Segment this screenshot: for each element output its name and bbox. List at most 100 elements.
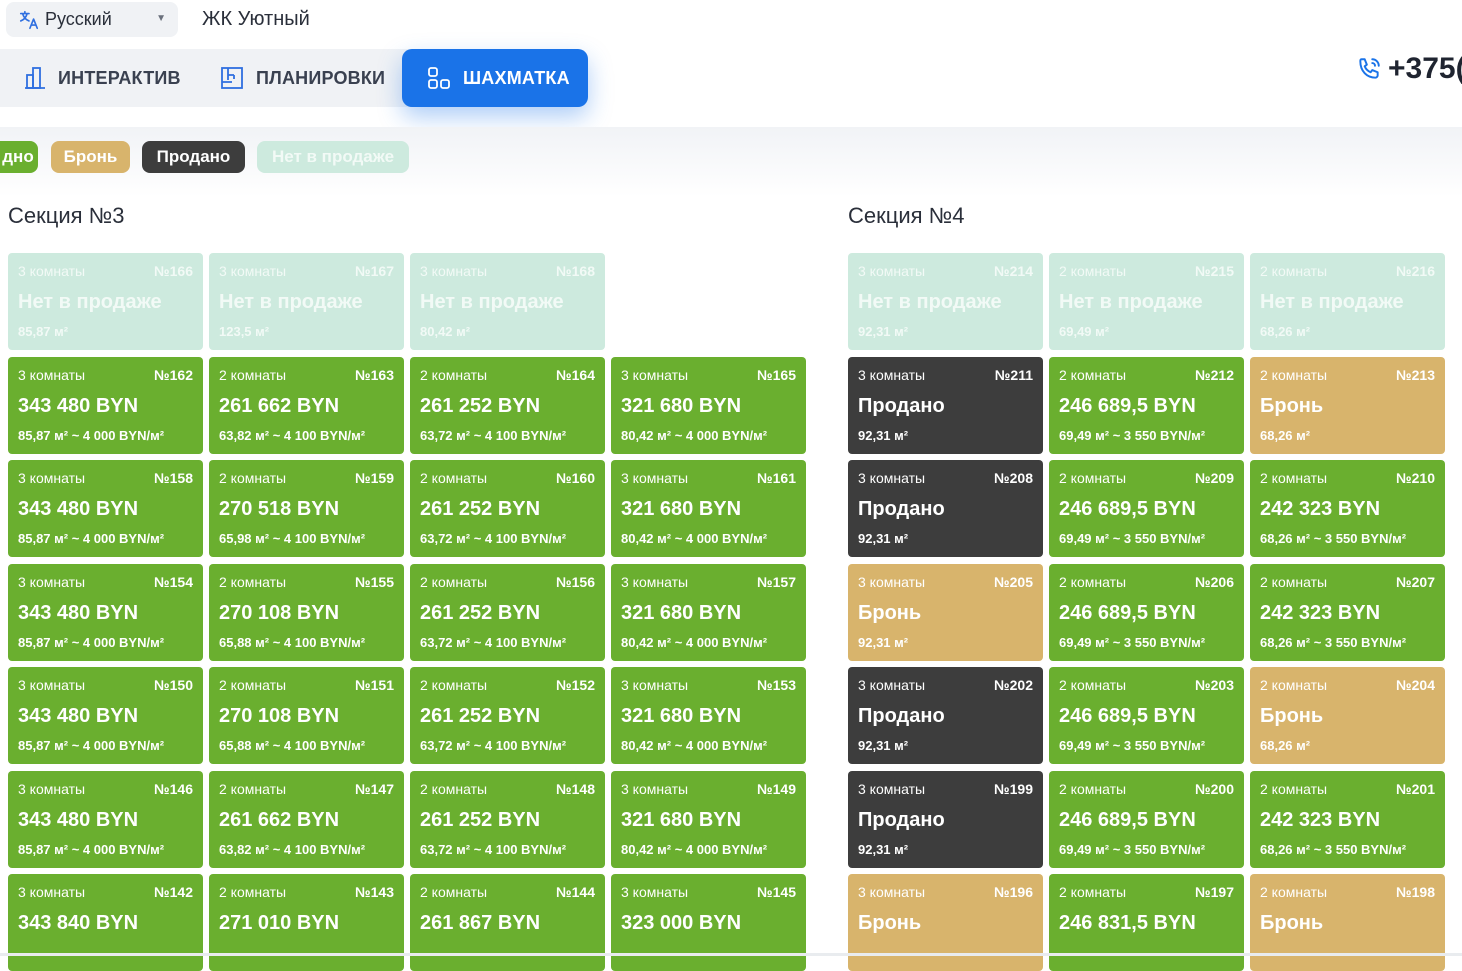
apartment-cell[interactable]: 2 комнаты №209 246 689,5 BYN 69,49 м² ~ 3 5… (1049, 460, 1244, 557)
apartment-cell[interactable]: 3 комнаты №199 Продано 92,31 м² (848, 771, 1043, 868)
apartment-rooms: 3 комнаты (18, 574, 86, 590)
apartment-cell[interactable]: 2 комнаты №156 261 252 BYN 63,72 м² ~ 4 100… (410, 564, 605, 661)
apartment-cell[interactable]: 2 комнаты №203 246 689,5 BYN 69,49 м² ~ 3 5… (1049, 667, 1244, 764)
apartment-rooms: 3 комнаты (18, 263, 86, 279)
apartment-number: №159 (355, 470, 394, 486)
apartment-price: 343 480 BYN (18, 809, 139, 831)
apartment-rooms: 2 комнаты (1260, 677, 1328, 693)
apartment-area: 69,49 м² ~ 3 550 BYN/м² (1059, 842, 1206, 857)
apartment-cell[interactable]: 3 комнаты №149 321 680 BYN 80,42 м² ~ 4 000… (611, 771, 806, 868)
phone-number: +375( (1388, 52, 1462, 85)
apartment-cell[interactable]: 2 комнаты №143 271 010 BYN (209, 874, 404, 971)
apartment-cell[interactable]: 3 комнаты №205 Бронь 92,31 м² (848, 564, 1043, 661)
legend-not-for-sale[interactable]: Нет в продаже (257, 141, 409, 173)
tab-interactive[interactable]: ИНТЕРАКТИВ (24, 49, 181, 107)
apartment-cell[interactable]: 3 комнаты №161 321 680 BYN 80,42 м² ~ 4 000… (611, 460, 806, 557)
apartment-area: 92,31 м² (858, 635, 909, 650)
legend-reserved[interactable]: Бронь (51, 141, 130, 173)
apartment-cell: 3 комнаты №214 Нет в продаже 92,31 м² (848, 253, 1043, 350)
divider (0, 953, 1462, 956)
apartment-cell[interactable]: 3 комнаты №157 321 680 BYN 80,42 м² ~ 4 000… (611, 564, 806, 661)
apartment-price: 270 108 BYN (219, 602, 340, 624)
apartment-price: 343 480 BYN (18, 395, 139, 417)
apartment-number: №157 (757, 574, 796, 590)
legend-sold[interactable]: Продано (142, 141, 245, 173)
apartment-area: 85,87 м² ~ 4 000 BYN/м² (18, 428, 165, 443)
grid-icon (428, 67, 450, 89)
apartment-cell[interactable]: 2 комнаты №160 261 252 BYN 63,72 м² ~ 4 100… (410, 460, 605, 557)
tab-layouts-label: ПЛАНИРОВКИ (256, 67, 386, 88)
apartment-price: 246 831,5 BYN (1059, 912, 1196, 934)
apartment-cell[interactable]: 2 комнаты №155 270 108 BYN 65,88 м² ~ 4 100… (209, 564, 404, 661)
apartment-number: №144 (556, 884, 595, 900)
apartment-cell: 3 комнаты №167 Нет в продаже 123,5 м² (209, 253, 404, 350)
apartment-price: Продано (858, 498, 945, 520)
apartment-cell[interactable]: 2 комнаты №198 Бронь (1250, 874, 1445, 971)
apartment-cell[interactable]: 3 комнаты №196 Бронь (848, 874, 1043, 971)
apartment-cell[interactable]: 2 комнаты №148 261 252 BYN 63,72 м² ~ 4 100… (410, 771, 605, 868)
apartment-cell[interactable]: 2 комнаты №152 261 252 BYN 63,72 м² ~ 4 100… (410, 667, 605, 764)
apartment-price: Бронь (858, 602, 922, 624)
apartment-rooms: 2 комнаты (219, 574, 287, 590)
apartment-cell[interactable]: 3 комнаты №150 343 480 BYN 85,87 м² ~ 4 000… (8, 667, 203, 764)
apartment-cell[interactable]: 3 комнаты №158 343 480 BYN 85,87 м² ~ 4 000… (8, 460, 203, 557)
apartment-price: 246 689,5 BYN (1059, 395, 1196, 417)
apartment-cell[interactable]: 2 комнаты №197 246 831,5 BYN (1049, 874, 1244, 971)
apartment-cell[interactable]: 2 комнаты №201 242 323 BYN 68,26 м² ~ 3 550… (1250, 771, 1445, 868)
language-select[interactable]: Русский ▼ (6, 2, 178, 37)
apartment-area: 69,49 м² ~ 3 550 BYN/м² (1059, 428, 1206, 443)
tab-layouts[interactable]: ПЛАНИРОВКИ (220, 49, 385, 107)
apartment-cell[interactable]: 2 комнаты №212 246 689,5 BYN 69,49 м² ~ 3 5… (1049, 357, 1244, 454)
apartment-cell[interactable]: 3 комнаты №142 343 840 BYN (8, 874, 203, 971)
apartment-area: 85,87 м² ~ 4 000 BYN/м² (18, 531, 165, 546)
apartment-area: 85,87 м² ~ 4 000 BYN/м² (18, 842, 165, 857)
apartment-area: 92,31 м² (858, 428, 909, 443)
apartment-cell[interactable]: 3 комнаты №153 321 680 BYN 80,42 м² ~ 4 000… (611, 667, 806, 764)
apartment-cell[interactable]: 2 комнаты №206 246 689,5 BYN 69,49 м² ~ 3 5… (1049, 564, 1244, 661)
apartment-cell[interactable]: 2 комнаты №147 261 662 BYN 63,82 м² ~ 4 100… (209, 771, 404, 868)
legend-sold-label: Продано (156, 147, 231, 166)
phone-link[interactable]: +375( (1356, 52, 1462, 86)
apartment-cell[interactable]: 2 комнаты №210 242 323 BYN 68,26 м² ~ 3 550… (1250, 460, 1445, 557)
apartment-cell[interactable]: 2 комнаты №200 246 689,5 BYN 69,49 м² ~ 3 5… (1049, 771, 1244, 868)
apartment-cell[interactable]: 2 комнаты №151 270 108 BYN 65,88 м² ~ 4 100… (209, 667, 404, 764)
apartment-rooms: 2 комнаты (1260, 781, 1328, 797)
apartment-area: 68,26 м² (1260, 428, 1311, 443)
apartment-price: 321 680 BYN (621, 498, 742, 520)
tab-chessboard[interactable]: ШАХМАТКА (402, 49, 588, 107)
apartment-cell[interactable]: 3 комнаты №146 343 480 BYN 85,87 м² ~ 4 000… (8, 771, 203, 868)
apartment-cell[interactable]: 2 комнаты №163 261 662 BYN 63,82 м² ~ 4 100… (209, 357, 404, 454)
apartment-cell[interactable]: 2 комнаты №204 Бронь 68,26 м² (1250, 667, 1445, 764)
apartment-area: 63,82 м² ~ 4 100 BYN/м² (219, 842, 366, 857)
apartment-cell[interactable]: 3 комнаты №154 343 480 BYN 85,87 м² ~ 4 000… (8, 564, 203, 661)
apartment-cell[interactable]: 3 комнаты №211 Продано 92,31 м² (848, 357, 1043, 454)
apartment-price: 246 689,5 BYN (1059, 705, 1196, 727)
apartment-price: Продано (858, 705, 945, 727)
chessboard-content: дно Бронь Продано Нет в продаже Секция №… (0, 127, 1462, 971)
apartment-rooms: 3 комнаты (621, 367, 689, 383)
apartment-number: №160 (556, 470, 595, 486)
apartment-cell[interactable]: 3 комнаты №165 321 680 BYN 80,42 м² ~ 4 000… (611, 357, 806, 454)
apartment-number: №210 (1396, 470, 1435, 486)
apartment-number: №156 (556, 574, 595, 590)
apartment-cell[interactable]: 2 комнаты №213 Бронь 68,26 м² (1250, 357, 1445, 454)
apartment-cell[interactable]: 2 комнаты №159 270 518 BYN 65,98 м² ~ 4 100… (209, 460, 404, 557)
apartment-cell[interactable]: 2 комнаты №164 261 252 BYN 63,72 м² ~ 4 100… (410, 357, 605, 454)
apartment-cell[interactable]: 2 комнаты №144 261 867 BYN (410, 874, 605, 971)
legend-available[interactable]: дно (0, 141, 38, 173)
apartment-price: Бронь (858, 912, 922, 934)
apartment-cell[interactable]: 3 комнаты №208 Продано 92,31 м² (848, 460, 1043, 557)
apartment-number: №152 (556, 677, 595, 693)
apartment-cell[interactable]: 3 комнаты №202 Продано 92,31 м² (848, 667, 1043, 764)
apartment-cell[interactable]: 3 комнаты №162 343 480 BYN 85,87 м² ~ 4 000… (8, 357, 203, 454)
apartment-area: 63,72 м² ~ 4 100 BYN/м² (420, 842, 567, 857)
apartment-cell[interactable]: 2 комнаты №207 242 323 BYN 68,26 м² ~ 3 550… (1250, 564, 1445, 661)
apartment-cell[interactable]: 3 комнаты №145 323 000 BYN (611, 874, 806, 971)
apartment-price: 246 689,5 BYN (1059, 498, 1196, 520)
apartment-rooms: 2 комнаты (219, 367, 287, 383)
legend-available-label: дно (2, 147, 34, 166)
apartment-number: №201 (1396, 781, 1435, 797)
tab-interactive-label: ИНТЕРАКТИВ (58, 67, 181, 88)
legend-reserved-label: Бронь (63, 147, 118, 166)
apartment-number: №155 (355, 574, 394, 590)
